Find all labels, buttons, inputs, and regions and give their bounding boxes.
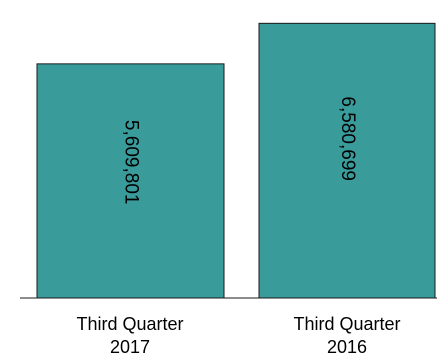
bar-2 bbox=[258, 22, 436, 299]
category-label-1-line-1: Third Quarter bbox=[76, 314, 183, 334]
category-label-2-line-1: Third Quarter bbox=[293, 314, 400, 334]
bar-1 bbox=[36, 63, 225, 299]
bar-value-label-1: 5,609,801 bbox=[120, 120, 141, 205]
category-label-2-line-2: 2016 bbox=[327, 337, 367, 357]
category-label-1-line-2: 2017 bbox=[110, 337, 150, 357]
bar-value-label-2: 6,580,699 bbox=[337, 96, 358, 181]
